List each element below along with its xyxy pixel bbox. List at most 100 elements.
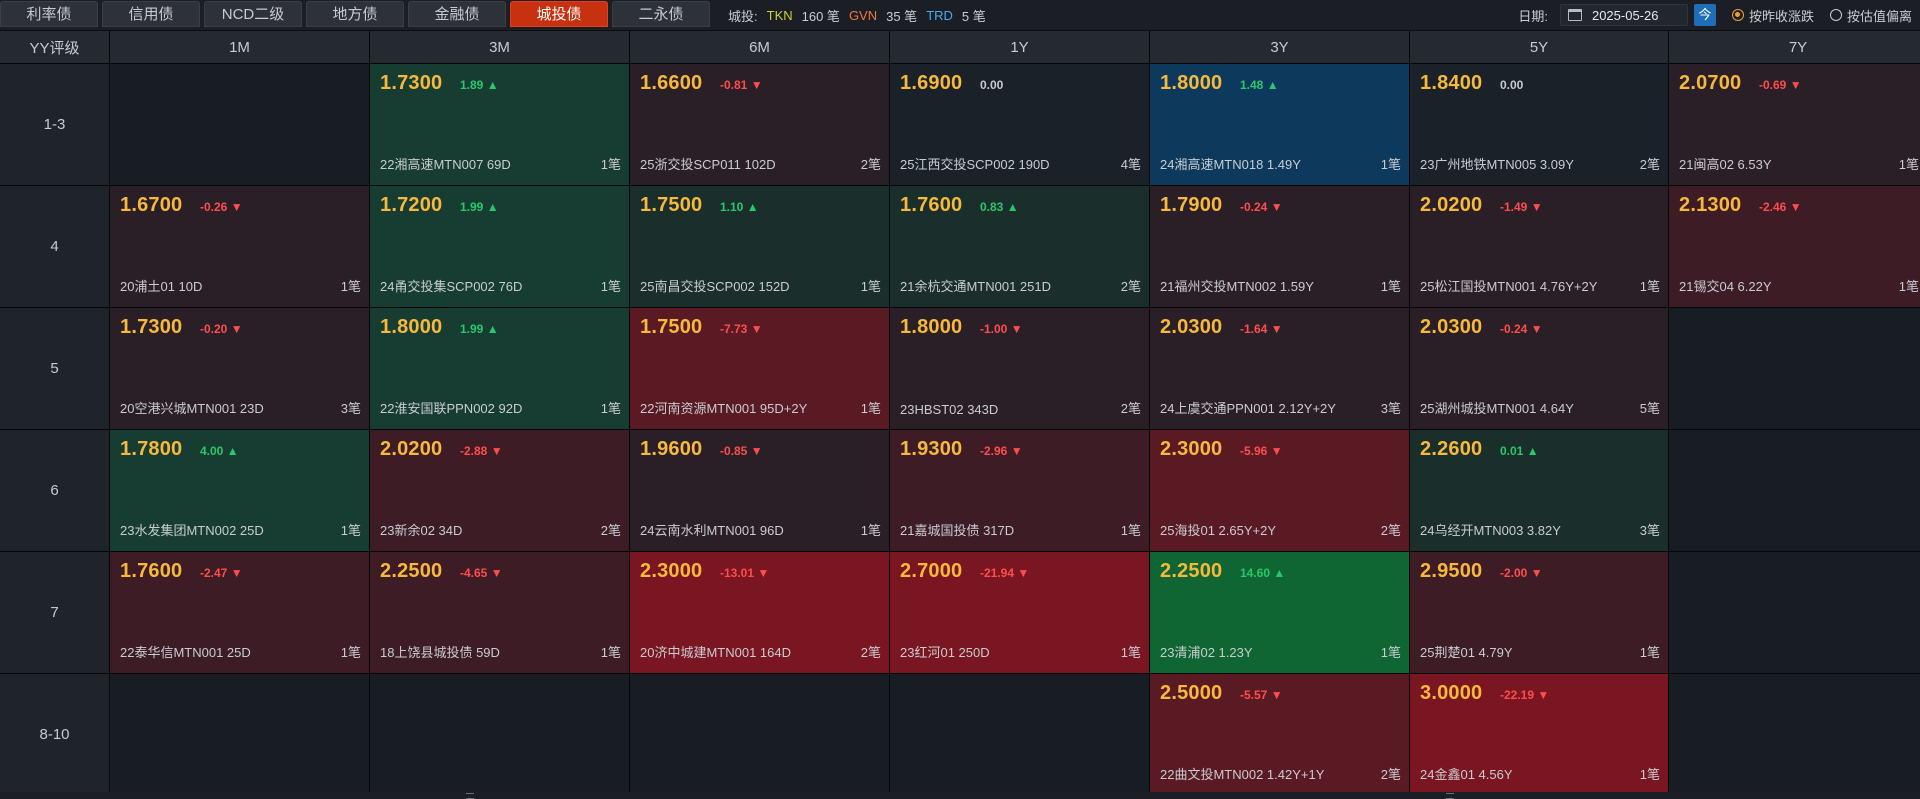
change-value: -0.24 ▼ [1500, 322, 1543, 336]
yield-value: 1.6700 [120, 194, 183, 216]
trade-count: 3笔 [1639, 523, 1660, 538]
quote-cell[interactable]: 1.8000 -1.00 ▼ 23HBST02 343D 2笔 [890, 308, 1149, 429]
trade-count: 1笔 [860, 279, 881, 294]
date-value[interactable]: 2025-05-26 [1591, 7, 1659, 23]
quote-cell[interactable]: 2.0300 -0.24 ▼ 25湖州城投MTN001 4.64Y 5笔 [1410, 308, 1668, 429]
trade-count: 1笔 [1380, 645, 1401, 660]
quote-cell[interactable]: 2.5000 -5.57 ▼ 22曲文投MTN002 1.42Y+1Y 2笔 [1150, 674, 1409, 795]
bond-name: 25南昌交投SCP002 152D [640, 279, 790, 294]
quote-cell[interactable]: 1.7600 0.83 ▲ 21余杭交通MTN001 251D 2笔 [890, 186, 1149, 307]
trade-count: 1笔 [1639, 767, 1660, 782]
tab-rate-bonds[interactable]: 利率债 [0, 1, 98, 27]
bond-name: 18上饶县城投债 59D [380, 645, 500, 660]
bond-name: 23水发集团MTN002 25D [120, 523, 264, 538]
quote-cell[interactable]: 1.7800 4.00 ▲ 23水发集团MTN002 25D 1笔 [110, 430, 369, 551]
quote-cell[interactable]: 1.7300 1.89 ▲ 22湘高速MTN007 69D 1笔 [370, 64, 629, 185]
column-header-3m: 3M [370, 31, 629, 63]
trade-count: 2笔 [1639, 157, 1660, 172]
change-value: -2.00 ▼ [1500, 566, 1543, 580]
bond-name: 21嘉城国投债 317D [900, 523, 1015, 538]
arrow-down-icon: ▼ [1267, 322, 1283, 336]
radio-unselected-icon[interactable] [1829, 9, 1842, 21]
quote-cell[interactable]: 1.9300 -2.96 ▼ 21嘉城国投债 317D 1笔 [890, 430, 1149, 551]
row-header-rating: 1-3 [0, 64, 109, 185]
bond-name: 23广州地铁MTN005 3.09Y [1420, 157, 1574, 172]
quote-cell[interactable]: 1.6600 -0.81 ▼ 25浙交投SCP011 102D 2笔 [630, 64, 889, 185]
quote-cell[interactable]: 1.7900 -0.24 ▼ 21福州交投MTN002 1.59Y 1笔 [1150, 186, 1409, 307]
change-number: -0.81 [720, 78, 748, 92]
quote-cell[interactable]: 2.9500 -2.00 ▼ 25荆楚01 4.79Y 1笔 [1410, 552, 1668, 673]
trade-count: 5笔 [1639, 401, 1660, 416]
quote-cell[interactable]: 2.7000 -21.94 ▼ 23红河01 250D 1笔 [890, 552, 1149, 673]
yield-value: 1.7300 [120, 316, 183, 338]
quote-cell[interactable]: 1.8400 0.00 23广州地铁MTN005 3.09Y 2笔 [1410, 64, 1668, 185]
change-number: 0.00 [1500, 78, 1524, 92]
quote-cell[interactable]: 1.9600 -0.85 ▼ 24云南水利MTN001 96D 1笔 [630, 430, 889, 551]
quote-cell[interactable]: 1.7300 -0.20 ▼ 20空港兴城MTN001 23D 3笔 [110, 308, 369, 429]
quote-cell[interactable]: 2.2600 0.01 ▲ 24乌经开MTN003 3.82Y 3笔 [1410, 430, 1668, 551]
quote-cell[interactable]: 2.1300 -2.46 ▼ 21锡交04 6.22Y 1笔 [1669, 186, 1920, 307]
radio-prev-close[interactable]: 按昨收涨跌 [1731, 6, 1814, 25]
quote-cell[interactable]: 1.7200 1.99 ▲ 24甬交投集SCP002 76D 1笔 [370, 186, 629, 307]
radio-selected-icon[interactable] [1731, 9, 1744, 21]
trd-count: 5 笔 [961, 8, 986, 24]
arrow-down-icon: ▼ [747, 322, 763, 336]
trade-count: 1笔 [340, 279, 361, 294]
yield-matrix: YY评级 1M 3M 6M 1Y 3Y 5Y 7Y 1-3 1.7300 1.89 ▲ 22湘高速MT… [0, 31, 1920, 795]
today-button[interactable]: 今 [1693, 4, 1716, 26]
bond-name: 22湘高速MTN007 69D [380, 157, 511, 172]
yield-value: 2.3000 [1160, 438, 1223, 460]
change-value: -1.49 ▼ [1500, 200, 1543, 214]
arrow-down-icon: ▼ [1786, 200, 1802, 214]
quote-cell[interactable]: 1.6700 -0.26 ▼ 20浦土01 10D 1笔 [110, 186, 369, 307]
quote-cell[interactable]: 2.3000 -5.96 ▼ 25海投01 2.65Y+2Y 2笔 [1150, 430, 1409, 551]
bond-name: 24甬交投集SCP002 76D [380, 279, 523, 294]
tab-perpetual-bonds[interactable]: 二永债 [612, 1, 710, 27]
change-number: -0.24 [1500, 322, 1528, 336]
quote-cell[interactable]: 1.7500 -7.73 ▼ 22河南资源MTN001 95D+2Y 1笔 [630, 308, 889, 429]
quote-cell[interactable]: 2.2500 -4.65 ▼ 18上饶县城投债 59D 1笔 [370, 552, 629, 673]
change-value: -0.81 ▼ [720, 78, 763, 92]
trade-count: 2笔 [860, 645, 881, 660]
yield-value: 1.7600 [900, 194, 963, 216]
quote-cell[interactable]: 2.0200 -1.49 ▼ 25松江国投MTN001 4.76Y+2Y 1笔 [1410, 186, 1668, 307]
quote-cell[interactable]: 1.7500 1.10 ▲ 25南昌交投SCP002 152D 1笔 [630, 186, 889, 307]
quote-cell[interactable]: 2.0300 -1.64 ▼ 24上虞交通PPN001 2.12Y+2Y 3笔 [1150, 308, 1409, 429]
tab-financial-bonds[interactable]: 金融债 [408, 1, 506, 27]
bond-name: 24云南水利MTN001 96D [640, 523, 784, 538]
quote-cell[interactable]: 2.0200 -2.88 ▼ 23新余02 34D 2笔 [370, 430, 629, 551]
quote-cell[interactable]: 2.0700 -0.69 ▼ 21闽高02 6.53Y 1笔 [1669, 64, 1920, 185]
arrow-up-icon: ▲ [743, 200, 759, 214]
date-controls: 日期: 2025-05-26 今 按昨收涨跌 按估值偏离 [1518, 0, 1920, 30]
empty-cell [370, 674, 629, 795]
radio-valuation-deviation[interactable]: 按估值偏离 [1829, 6, 1912, 25]
yield-value: 1.8400 [1420, 72, 1483, 94]
empty-cell [1669, 430, 1920, 551]
change-value: -1.64 ▼ [1240, 322, 1283, 336]
quote-cell[interactable]: 1.7600 -2.47 ▼ 22泰华信MTN001 25D 1笔 [110, 552, 369, 673]
calendar-icon[interactable] [1567, 9, 1582, 21]
bond-name: 25松江国投MTN001 4.76Y+2Y [1420, 279, 1598, 294]
tab-lgfv-bonds[interactable]: 城投债 [510, 1, 608, 27]
tab-credit-bonds[interactable]: 信用债 [102, 1, 200, 27]
column-header-3y: 3Y [1150, 31, 1409, 63]
trade-count: 1笔 [1898, 279, 1919, 294]
row-header-rating: 6 [0, 430, 109, 551]
tab-ncd-secondary[interactable]: NCD二级 [204, 1, 302, 27]
resize-grip-icon[interactable] [1446, 793, 1454, 799]
quote-cell[interactable]: 1.8000 1.99 ▲ 22淮安国联PPN002 92D 1笔 [370, 308, 629, 429]
bottom-scrollbar[interactable] [0, 792, 1920, 799]
arrow-up-icon: ▲ [1523, 444, 1539, 458]
quote-cell[interactable]: 2.2500 14.60 ▲ 23清浦02 1.23Y 1笔 [1150, 552, 1409, 673]
quote-cell[interactable]: 1.8000 1.48 ▲ 24湘高速MTN018 1.49Y 1笔 [1150, 64, 1409, 185]
resize-grip-icon[interactable] [466, 793, 474, 799]
tab-local-gov-bonds[interactable]: 地方债 [306, 1, 404, 27]
bond-name: 22泰华信MTN001 25D [120, 645, 251, 660]
quote-cell[interactable]: 1.6900 0.00 25江西交投SCP002 190D 4笔 [890, 64, 1149, 185]
date-picker[interactable]: 2025-05-26 [1559, 4, 1688, 26]
quote-cell[interactable]: 2.3000 -13.01 ▼ 20济中城建MTN001 164D 2笔 [630, 552, 889, 673]
bond-name: 22淮安国联PPN002 92D [380, 401, 523, 416]
quote-cell[interactable]: 3.0000 -22.19 ▼ 24金鑫01 4.56Y 1笔 [1410, 674, 1668, 795]
empty-cell [1669, 308, 1920, 429]
bond-name: 24上虞交通PPN001 2.12Y+2Y [1160, 401, 1336, 416]
